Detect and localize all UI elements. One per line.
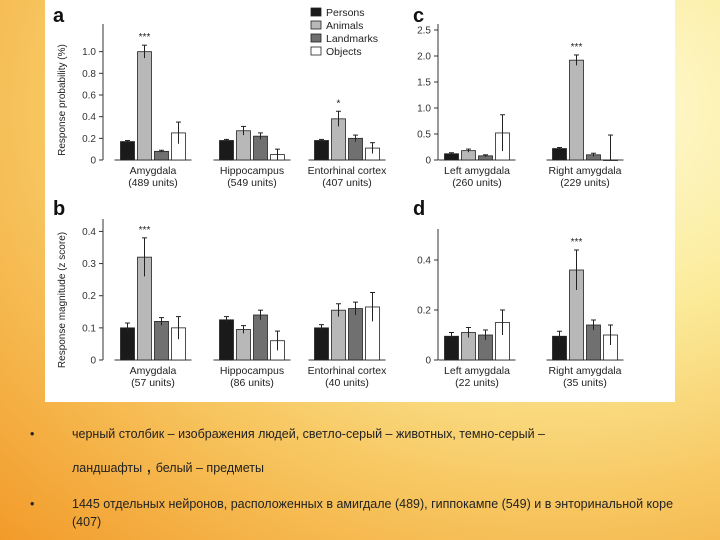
bar-persons bbox=[219, 319, 234, 361]
legend-label: Animals bbox=[326, 20, 363, 32]
y-tick-label: 1.0 bbox=[82, 47, 96, 58]
y-tick-label: 0.8 bbox=[82, 69, 96, 80]
panel-d: d 0 0.2 0.4 Left amygdala(22 units) *** Right … bbox=[413, 198, 624, 389]
category-units-label: (407 units) bbox=[322, 177, 372, 189]
bar-objects bbox=[603, 159, 618, 161]
bar-landmarks bbox=[253, 314, 268, 361]
y-tick-label: 0.2 bbox=[417, 306, 431, 317]
significance-label: *** bbox=[571, 237, 583, 248]
category-label: Left amygdala bbox=[444, 165, 510, 177]
category-units-label: (549 units) bbox=[227, 177, 277, 189]
category-units-label: (489 units) bbox=[128, 177, 178, 189]
panel-letter: d bbox=[413, 198, 425, 220]
legend-swatch bbox=[310, 33, 322, 43]
bullet-icon: • bbox=[30, 497, 35, 511]
bullet-icon: • bbox=[30, 427, 35, 441]
y-tick-label: 0 bbox=[90, 156, 96, 167]
category-label: Right amygdala bbox=[549, 165, 622, 177]
y-tick-label: 1.0 bbox=[417, 104, 431, 115]
panel-letter: b bbox=[53, 198, 65, 220]
bar-animals bbox=[569, 59, 584, 161]
caption-item: • 1445 отдельных нейронов, расположенных… bbox=[30, 495, 690, 531]
y-tick-label: 2.0 bbox=[417, 52, 431, 63]
y-tick-label: 0.4 bbox=[417, 256, 431, 267]
bar-landmarks bbox=[348, 308, 363, 361]
bar-persons bbox=[314, 327, 329, 361]
category-label: Amygdala bbox=[130, 165, 177, 177]
y-tick-label: 0.2 bbox=[82, 134, 96, 145]
y-tick-label: 0.1 bbox=[82, 323, 96, 334]
category-units-label: (35 units) bbox=[563, 377, 607, 389]
bar-landmarks bbox=[586, 324, 601, 361]
legend-label: Landmarks bbox=[326, 33, 378, 45]
legend-swatch bbox=[310, 46, 322, 56]
bar-persons bbox=[120, 141, 135, 161]
panel-letter: c bbox=[413, 5, 424, 27]
caption-text: 1445 отдельных нейронов, расположенных в… bbox=[72, 497, 674, 529]
bar-persons bbox=[120, 327, 135, 361]
bar-landmarks bbox=[154, 321, 169, 361]
category-units-label: (57 units) bbox=[131, 377, 175, 389]
category-units-label: (22 units) bbox=[455, 377, 499, 389]
panel-letter: a bbox=[53, 5, 65, 27]
category-units-label: (86 units) bbox=[230, 377, 274, 389]
category-label: Entorhinal cortex bbox=[308, 365, 388, 377]
y-tick-label: 0 bbox=[425, 156, 431, 167]
y-tick-label: 0.5 bbox=[417, 130, 431, 141]
category-label: Amygdala bbox=[130, 365, 177, 377]
caption-comma: , bbox=[146, 455, 152, 477]
category-label: Hippocampus bbox=[220, 365, 284, 377]
panel-a: a 0 0.2 0.4 0.6 0.8 1.0 Response probability (%… bbox=[53, 5, 387, 189]
category-units-label: (229 units) bbox=[560, 177, 610, 189]
y-axis-label: Response magnitude (z score) bbox=[57, 232, 68, 368]
bar-persons bbox=[314, 140, 329, 161]
caption-text: белый – предметы bbox=[155, 461, 264, 475]
y-tick-label: 0.6 bbox=[82, 91, 96, 102]
caption-line: ландшафты, белый – предметы bbox=[72, 455, 690, 477]
y-axis-label: Response probability (%) bbox=[57, 44, 68, 156]
panel-c: c 0 0.5 1.0 1.5 2.0 2.5 Left amygdala(260 units… bbox=[413, 5, 624, 189]
bar-animals bbox=[137, 51, 152, 161]
category-label: Entorhinal cortex bbox=[308, 165, 388, 177]
y-tick-label: 0.2 bbox=[82, 291, 96, 302]
legend-label: Persons bbox=[326, 7, 365, 19]
significance-label: *** bbox=[139, 225, 151, 236]
legend-label: Objects bbox=[326, 46, 362, 58]
bar-landmarks bbox=[154, 150, 169, 161]
bar-animals bbox=[331, 309, 346, 361]
caption-item: • черный столбик – изображения людей, св… bbox=[30, 425, 690, 495]
category-label: Right amygdala bbox=[549, 365, 622, 377]
caption-line: черный столбик – изображения людей, свет… bbox=[72, 427, 545, 441]
bar-persons bbox=[552, 148, 567, 161]
y-tick-label: 0 bbox=[425, 356, 431, 367]
category-label: Left amygdala bbox=[444, 365, 510, 377]
y-tick-label: 0 bbox=[90, 356, 96, 367]
significance-label: * bbox=[337, 98, 341, 109]
legend-swatch bbox=[310, 20, 322, 30]
bar-landmarks bbox=[253, 135, 268, 161]
bar-persons bbox=[219, 140, 234, 161]
legend-swatch bbox=[310, 7, 322, 17]
y-tick-label: 0.3 bbox=[82, 259, 96, 270]
panel-b: b 0 0.1 0.2 0.3 0.4 Response magnitude (z scor… bbox=[53, 198, 387, 389]
bar-animals bbox=[236, 329, 251, 361]
y-tick-label: 0.4 bbox=[82, 227, 96, 238]
caption-list: • черный столбик – изображения людей, св… bbox=[30, 425, 690, 531]
category-label: Hippocampus bbox=[220, 165, 284, 177]
significance-label: *** bbox=[139, 32, 151, 43]
significance-label: *** bbox=[571, 42, 583, 53]
y-tick-label: 1.5 bbox=[417, 78, 431, 89]
y-tick-label: 0.4 bbox=[82, 112, 96, 123]
bar-animals bbox=[236, 130, 251, 161]
chart-figure: a 0 0.2 0.4 0.6 0.8 1.0 Response probability (%… bbox=[53, 5, 624, 389]
category-units-label: (40 units) bbox=[325, 377, 369, 389]
y-tick-label: 2.5 bbox=[417, 26, 431, 37]
figure: a 0 0.2 0.4 0.6 0.8 1.0 Response probability (%… bbox=[45, 0, 675, 402]
category-units-label: (260 units) bbox=[452, 177, 502, 189]
caption-text: ландшафты bbox=[72, 461, 143, 475]
